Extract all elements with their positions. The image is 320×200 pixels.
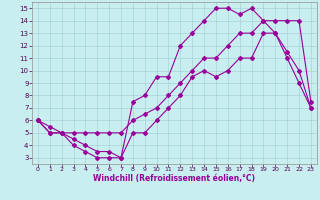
X-axis label: Windchill (Refroidissement éolien,°C): Windchill (Refroidissement éolien,°C) — [93, 174, 255, 183]
